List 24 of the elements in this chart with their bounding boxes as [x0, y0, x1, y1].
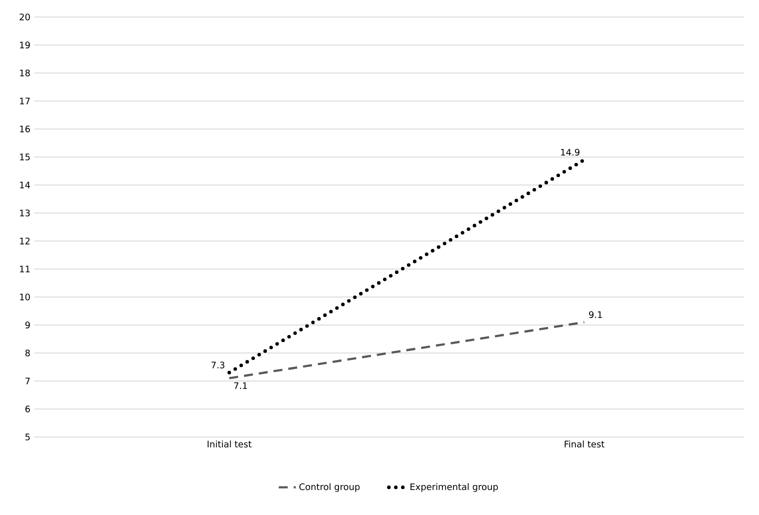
- y-tick-label: 6: [25, 406, 30, 412]
- y-tick-label: 17: [20, 98, 30, 104]
- y-tick-label: 5: [25, 434, 30, 440]
- data-label: 14.9: [561, 148, 580, 156]
- data-label: 9.1: [589, 311, 602, 318]
- y-tick-label: 11: [20, 266, 30, 272]
- x-tick-label: Final test: [564, 440, 604, 448]
- y-tick-label: 12: [20, 238, 30, 244]
- y-tick-label: 10: [20, 294, 30, 300]
- y-tick-label: 7: [26, 378, 30, 384]
- y-tick-label: 16: [20, 126, 30, 132]
- data-label: 7.3: [212, 362, 224, 368]
- y-tick-label: 15: [20, 154, 30, 160]
- y-tick-label: 20: [20, 14, 30, 20]
- legend-label: Control group: [299, 483, 360, 492]
- y-tick-label: 8: [25, 350, 30, 356]
- y-tick-label: 14: [20, 182, 30, 188]
- data-label: 7.1: [234, 382, 247, 389]
- y-tick-label: 13: [20, 210, 30, 216]
- y-tick-label: 9: [25, 322, 30, 328]
- y-tick-label: 19: [20, 42, 30, 48]
- y-tick-label: 18: [20, 70, 30, 76]
- legend-label: Experimental group: [410, 483, 498, 492]
- x-tick-label: Initial test: [208, 440, 252, 448]
